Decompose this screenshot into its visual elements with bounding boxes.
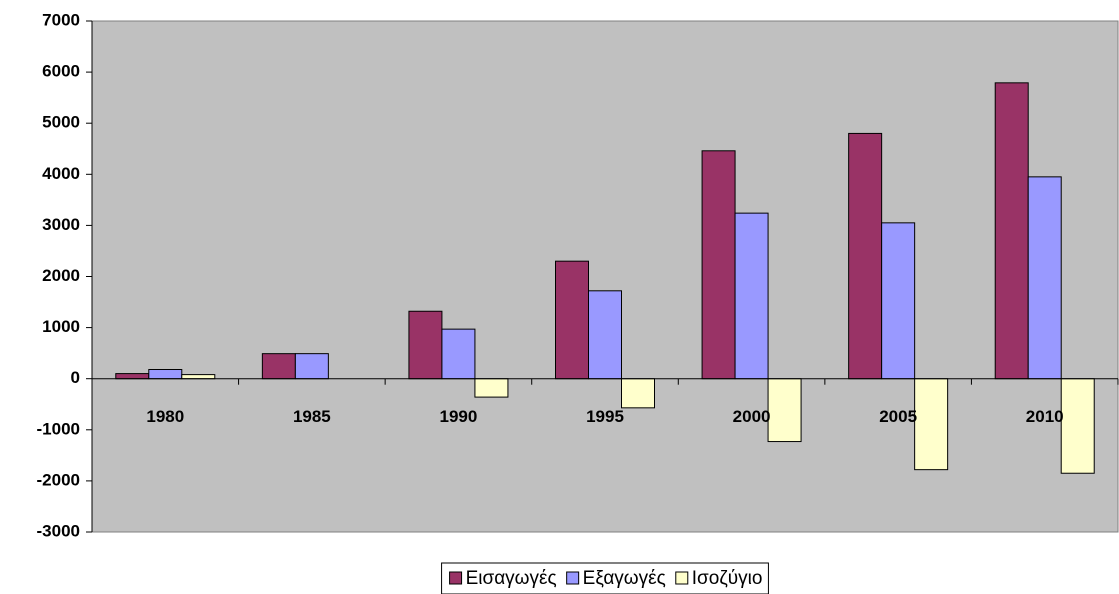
legend-label: Εξαγωγές bbox=[583, 568, 666, 589]
y-tick-label: -2000 bbox=[37, 470, 80, 489]
plot-area bbox=[91, 20, 1119, 533]
legend bbox=[441, 562, 769, 594]
legend-swatch bbox=[566, 571, 580, 585]
x-tick-label: 2005 bbox=[879, 407, 917, 426]
x-tick-label: 2000 bbox=[733, 407, 771, 426]
y-tick-label: -1000 bbox=[37, 419, 80, 438]
bar bbox=[734, 212, 769, 380]
y-tick-label: 6000 bbox=[42, 62, 80, 81]
x-tick-label: 1995 bbox=[586, 407, 624, 426]
y-tick-label: 3000 bbox=[42, 215, 80, 234]
bar bbox=[261, 353, 296, 380]
y-tick-label: 4000 bbox=[42, 164, 80, 183]
legend-swatch bbox=[675, 571, 689, 585]
y-tick-label: 2000 bbox=[42, 266, 80, 285]
y-tick-label: 5000 bbox=[42, 113, 80, 132]
bar bbox=[1027, 176, 1062, 380]
x-tick-label: 1980 bbox=[146, 407, 184, 426]
x-tick-label: 2010 bbox=[1026, 407, 1064, 426]
bar bbox=[115, 373, 150, 380]
bar bbox=[588, 290, 622, 380]
y-tick-label: 7000 bbox=[42, 10, 80, 29]
bar bbox=[294, 353, 329, 380]
bar bbox=[701, 150, 736, 380]
x-tick-label: 1985 bbox=[293, 407, 331, 426]
bar bbox=[994, 82, 1029, 380]
legend-label: Ισοζύγιο bbox=[692, 568, 763, 589]
bar bbox=[148, 369, 183, 380]
bar bbox=[848, 132, 883, 380]
bar bbox=[441, 328, 476, 380]
bar bbox=[1060, 378, 1095, 474]
bar bbox=[914, 378, 949, 471]
legend-label: Εισαγωγές bbox=[466, 568, 557, 589]
bar bbox=[408, 310, 443, 380]
x-tick-label: 1990 bbox=[440, 407, 478, 426]
bar bbox=[555, 260, 589, 380]
bar bbox=[767, 378, 802, 443]
y-tick-label: 1000 bbox=[42, 317, 80, 336]
bar bbox=[621, 378, 655, 409]
y-tick-label: -3000 bbox=[37, 521, 80, 540]
bar bbox=[181, 374, 216, 380]
y-tick-label: 0 bbox=[71, 368, 80, 387]
legend-swatch bbox=[449, 571, 463, 585]
bar bbox=[474, 378, 509, 398]
bar bbox=[881, 222, 916, 380]
